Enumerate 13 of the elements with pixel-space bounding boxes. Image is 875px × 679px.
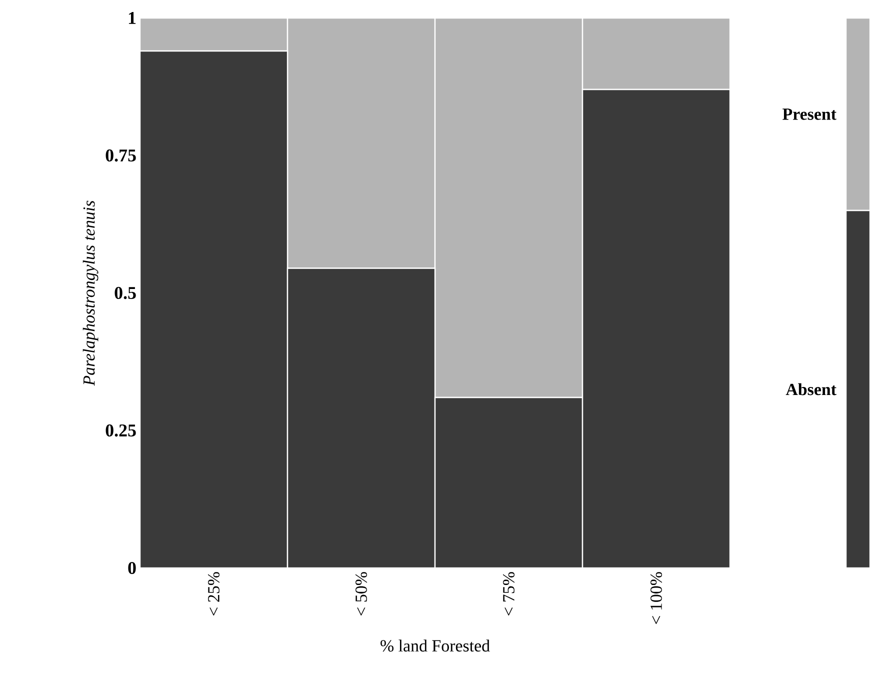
series-label: Present [782, 108, 836, 120]
x-tick-label: < 25% [208, 572, 220, 616]
y-tick-label: 0.5 [114, 286, 136, 300]
y-tick-label: 1 [128, 12, 136, 24]
x-tick-label: < 50% [356, 572, 367, 616]
y-axis-title: Parelaphostrongylus tenuis [82, 200, 98, 386]
x-axis-title: % land Forested [380, 640, 490, 652]
x-tick-label: < 100% [650, 572, 662, 624]
y-tick-label: 0.75 [106, 149, 136, 162]
x-tick-label: < 75% [503, 572, 514, 616]
series-label: Absent [786, 383, 836, 396]
y-tick-label: 0.25 [106, 424, 136, 437]
y-tick-label: 0 [128, 562, 136, 574]
